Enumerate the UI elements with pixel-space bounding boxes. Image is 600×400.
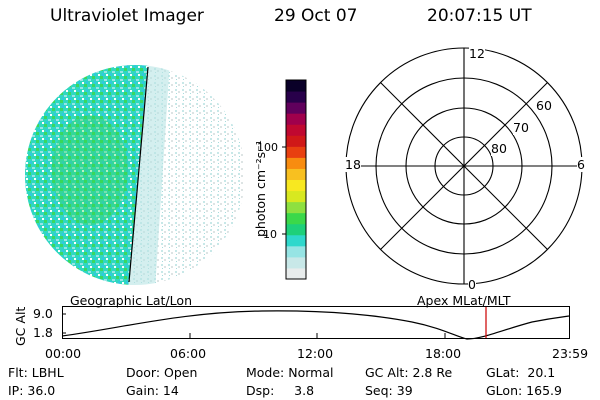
colorbar-band	[286, 113, 306, 125]
colorbar	[282, 79, 307, 280]
status-seq: Seq: 39	[365, 383, 413, 398]
mlat-label-60: 60	[536, 98, 552, 113]
timeline-x-tick-2359: 23:59	[552, 346, 589, 361]
mlt-label-12: 12	[469, 46, 485, 61]
colorbar-band	[286, 190, 306, 203]
colorbar-band	[286, 157, 306, 169]
colorbar-band	[286, 102, 306, 114]
colorbar-band	[286, 256, 306, 269]
colorbar-band	[286, 168, 306, 180]
colorbar-band	[286, 135, 306, 147]
colorbar-band	[286, 179, 306, 192]
timeline-x-tick-0600: 06:00	[170, 346, 207, 361]
colorbar-band	[286, 80, 306, 92]
mlt-label-0: 0	[468, 277, 476, 292]
status-filter: Flt: LBHL	[8, 365, 64, 380]
timeline-x-tick-1200: 12:00	[297, 346, 334, 361]
colorbar-band	[286, 146, 306, 158]
time-label: 20:07:15 UT	[427, 6, 532, 26]
mlat-label-70: 70	[513, 120, 529, 135]
colorbar-band	[286, 223, 306, 236]
mlat-label-80: 80	[491, 141, 507, 156]
date-label: 29 Oct 07	[274, 6, 358, 26]
colorbar-band	[286, 212, 306, 225]
colorbar-band	[286, 267, 306, 280]
colorbar-tick-10: 10	[263, 228, 277, 241]
altitude-timeline	[62, 306, 570, 340]
status-gain: Gain: 14	[126, 383, 179, 398]
polar-diagonal-2	[380, 82, 548, 250]
mlt-label-6: 6	[577, 157, 585, 172]
timeline-x-tick-1800: 18:00	[425, 346, 462, 361]
altitude-curve	[62, 310, 570, 340]
status-mode: Mode: Normal	[246, 365, 334, 380]
timeline-right-caption: Apex MLat/MLT	[417, 293, 511, 308]
colorbar-band	[286, 124, 306, 136]
colorbar-band	[286, 201, 306, 214]
status-glon: GLon: 165.9	[486, 383, 562, 398]
timeline-y-axis-label: GC Alt	[13, 306, 28, 346]
timeline-y-tick-1-8: 1.8	[33, 325, 53, 340]
status-glat: GLat: 20.1	[486, 365, 556, 380]
timeline-x-tick-0000: 00:00	[45, 346, 82, 361]
polar-plot	[345, 47, 583, 285]
colorbar-band	[286, 234, 306, 247]
colorbar-gradient	[286, 80, 306, 280]
status-gc-alt: GC Alt: 2.8 Re	[365, 365, 453, 380]
terminator-line	[128, 66, 149, 283]
status-dsp: Dsp: 3.8	[246, 383, 315, 398]
uv-earth-image	[25, 65, 245, 285]
timeline-y-tick-9: 9.0	[33, 306, 53, 321]
status-door: Door: Open	[126, 365, 198, 380]
instrument-title: Ultraviolet Imager	[50, 6, 204, 26]
timeline-frame	[62, 306, 570, 339]
status-ip: IP: 36.0	[8, 383, 56, 398]
colorbar-band	[286, 91, 306, 103]
colorbar-units-label: photon cm⁻²s⁻¹	[253, 140, 268, 237]
colorbar-band	[286, 245, 306, 258]
colorbar-tick-100: 100	[257, 141, 278, 154]
mlt-label-18: 18	[345, 157, 361, 172]
timeline-left-caption: Geographic Lat/Lon	[70, 293, 192, 308]
